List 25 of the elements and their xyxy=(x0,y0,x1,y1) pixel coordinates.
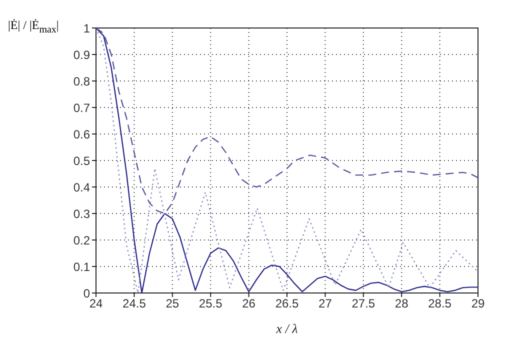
x-tick-label: 27 xyxy=(318,296,332,311)
x-tick-label: 27.5 xyxy=(352,296,376,311)
y-tick-label: 0.7 xyxy=(73,100,90,115)
y-tick-label: 0.2 xyxy=(73,233,90,248)
x-tick-label: 24.5 xyxy=(122,296,146,311)
y-axis-title: |Ė| / |Ė$_{max}$| xyxy=(8,18,59,36)
y-tick-label: 0.9 xyxy=(73,48,90,62)
x-tick-label: 26.5 xyxy=(275,296,299,311)
x-tick-label: 25.5 xyxy=(198,296,223,311)
x-tick-label: 26 xyxy=(242,296,256,311)
y-tick-label: 0 xyxy=(83,286,90,300)
x-tick-label: 28 xyxy=(394,296,409,311)
y-tick-label: 0.8 xyxy=(73,74,90,88)
y-tick-label: 0.1 xyxy=(73,260,90,274)
x-tick-label: 29 xyxy=(471,296,485,311)
y-tick-label: 0.6 xyxy=(73,127,90,142)
y-tick-label: 0.5 xyxy=(73,154,90,168)
x-tick-label: 28.5 xyxy=(428,296,452,311)
x-tick-label: 25 xyxy=(166,296,180,311)
x-tick-label: 24 xyxy=(89,296,103,311)
y-tick-label: 1 xyxy=(83,21,90,36)
y-tick-label: 0.3 xyxy=(73,206,90,221)
y-tick-label: 0.4 xyxy=(73,180,90,194)
x-axis-title: x / λ xyxy=(275,321,298,336)
line-series xyxy=(96,28,478,214)
